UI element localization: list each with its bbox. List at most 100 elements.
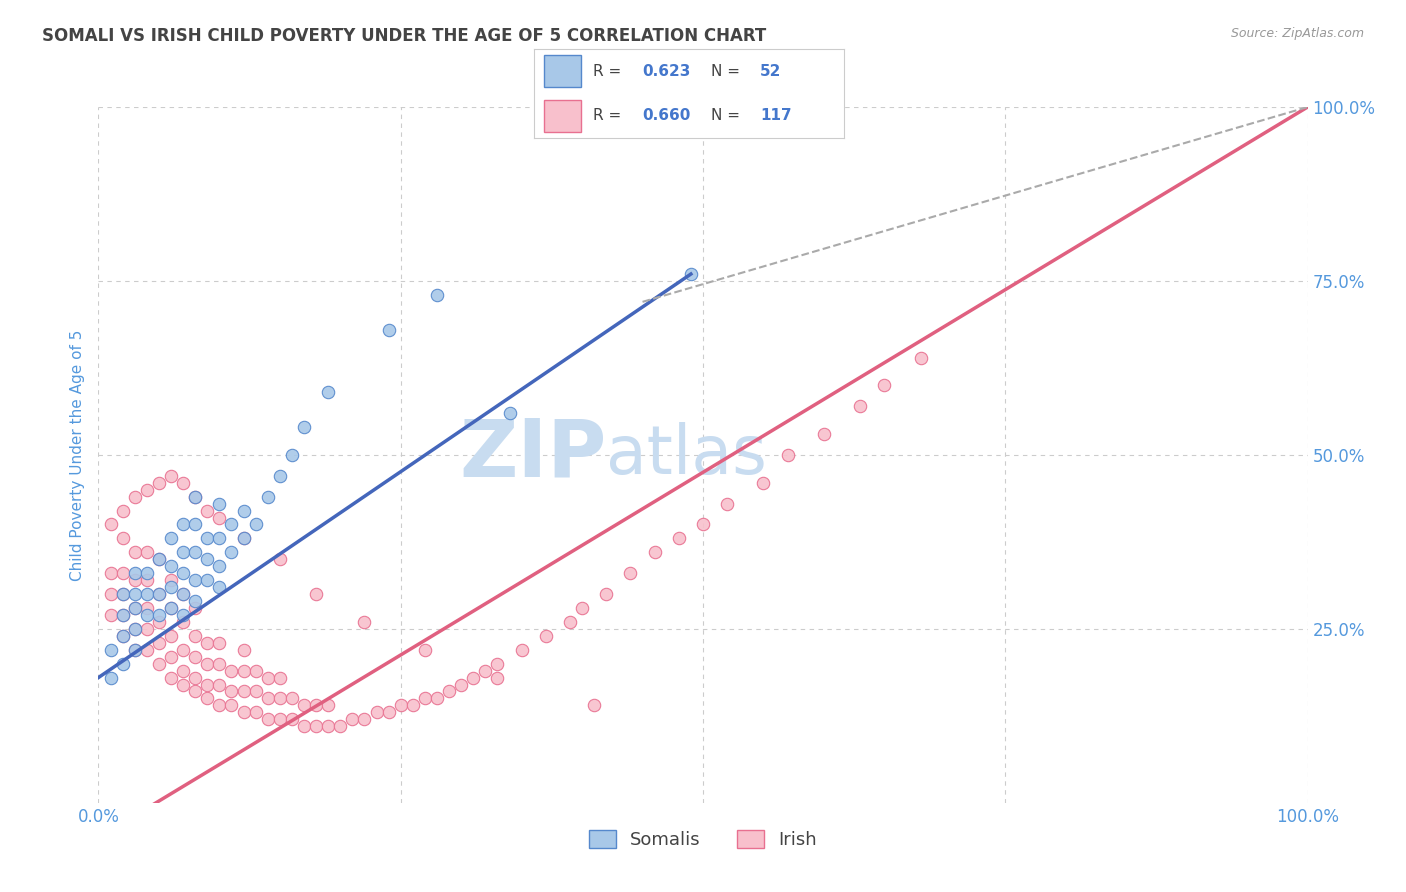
Text: atlas: atlas <box>606 422 768 488</box>
Point <box>269 691 291 706</box>
Point <box>124 490 146 504</box>
Point <box>221 664 243 678</box>
Text: ZIP: ZIP <box>458 416 606 494</box>
Point <box>160 649 183 664</box>
Point <box>316 719 339 733</box>
Point <box>813 427 835 442</box>
Point <box>316 385 339 400</box>
Point <box>184 649 207 664</box>
Point <box>135 545 157 559</box>
Point <box>232 664 254 678</box>
Point <box>184 671 207 685</box>
Point <box>111 587 134 601</box>
Point <box>124 601 146 615</box>
Point <box>148 552 170 566</box>
Point <box>644 545 666 559</box>
Point <box>281 691 304 706</box>
Point <box>377 323 399 337</box>
Point <box>124 642 146 657</box>
Point <box>148 552 170 566</box>
Point <box>910 351 932 365</box>
Point <box>148 587 170 601</box>
Point <box>172 587 194 601</box>
Point <box>668 532 690 546</box>
Point <box>256 671 278 685</box>
Point <box>426 691 449 706</box>
Point <box>184 490 207 504</box>
Point <box>172 664 194 678</box>
Point <box>269 671 291 685</box>
Point <box>208 580 231 594</box>
Point <box>221 698 243 713</box>
Text: R =: R = <box>593 109 626 123</box>
Point <box>619 566 641 581</box>
Point <box>716 497 738 511</box>
Point <box>195 677 218 691</box>
Point <box>752 475 775 490</box>
Point <box>184 545 207 559</box>
Point <box>245 664 267 678</box>
Point <box>100 607 122 622</box>
Point <box>413 642 436 657</box>
Point <box>232 532 254 546</box>
Point <box>342 712 364 726</box>
Text: 52: 52 <box>761 64 782 78</box>
Bar <box>544 55 581 87</box>
Point <box>100 642 122 657</box>
Point <box>111 629 134 643</box>
Point <box>486 657 509 671</box>
Point <box>100 517 122 532</box>
Point <box>245 706 267 720</box>
Point <box>160 601 183 615</box>
Point <box>366 706 388 720</box>
Point <box>426 288 449 302</box>
Point <box>184 517 207 532</box>
Point <box>160 601 183 615</box>
Point <box>124 566 146 581</box>
Point <box>437 684 460 698</box>
Point <box>305 719 328 733</box>
Point <box>463 671 485 685</box>
Point <box>195 532 218 546</box>
Point <box>558 615 581 629</box>
Point <box>221 684 243 698</box>
Point <box>100 671 122 685</box>
Point <box>160 580 183 594</box>
Point <box>135 601 157 615</box>
Point <box>208 559 231 574</box>
Point <box>100 566 122 581</box>
Point <box>245 684 267 698</box>
Point <box>256 712 278 726</box>
Point <box>281 448 304 462</box>
Point <box>172 475 194 490</box>
Point <box>184 490 207 504</box>
Text: N =: N = <box>710 109 744 123</box>
Point <box>111 607 134 622</box>
Point <box>679 267 702 281</box>
Point <box>208 497 231 511</box>
Point <box>245 517 267 532</box>
Point <box>124 642 146 657</box>
Point <box>148 636 170 650</box>
Point <box>195 503 218 517</box>
Point <box>510 642 533 657</box>
Point <box>208 698 231 713</box>
Point <box>413 691 436 706</box>
Point <box>124 573 146 587</box>
Point <box>184 601 207 615</box>
Point <box>232 642 254 657</box>
Text: 117: 117 <box>761 109 792 123</box>
Point <box>849 399 872 413</box>
Point <box>160 559 183 574</box>
Point <box>172 607 194 622</box>
Point <box>232 684 254 698</box>
Point <box>292 719 315 733</box>
Text: Source: ZipAtlas.com: Source: ZipAtlas.com <box>1230 27 1364 40</box>
Point <box>583 698 606 713</box>
Point <box>124 545 146 559</box>
Point <box>172 587 194 601</box>
Point <box>305 587 328 601</box>
Point <box>172 642 194 657</box>
Point <box>571 601 593 615</box>
Point <box>148 657 170 671</box>
